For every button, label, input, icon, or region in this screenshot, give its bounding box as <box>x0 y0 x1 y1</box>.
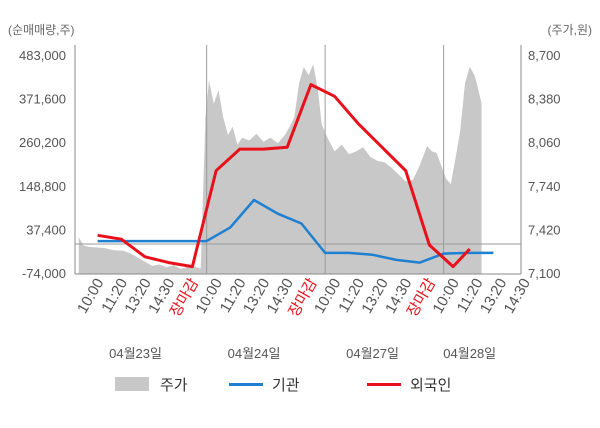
left-tick-label: 483,000 <box>19 48 66 63</box>
right-tick-label: 7,740 <box>528 179 561 194</box>
left-tick-label: 37,400 <box>26 222 66 237</box>
date-label: 04월27일 <box>346 346 399 361</box>
legend-swatch-institution <box>229 383 263 386</box>
flow-series-layer <box>97 83 494 269</box>
day-separators <box>206 45 445 274</box>
left-tick-label: -74,000 <box>22 266 66 281</box>
legend-swatch-price <box>115 377 149 391</box>
plot-frame <box>74 45 522 275</box>
right-tick-label: 8,700 <box>528 48 561 63</box>
left-tick-label: 148,800 <box>19 179 66 194</box>
legend: 주가 기관 외국인 <box>115 377 451 394</box>
date-label: 04월24일 <box>228 346 281 361</box>
date-label: 04월28일 <box>443 346 496 361</box>
left-axis-unit: (순매매량,주) <box>8 23 75 37</box>
left-tick-label: 371,600 <box>19 92 66 107</box>
legend-label: 외국인 <box>410 377 451 394</box>
left-tick-label: 260,200 <box>19 135 66 150</box>
right-tick-label: 8,380 <box>528 92 561 107</box>
right-tick-label: 7,100 <box>528 266 561 281</box>
legend-label: 기관 <box>272 377 300 394</box>
legend-label: 주가 <box>160 377 188 394</box>
x-axis-labels: 10:0011:2013:2014:30장마감10:0011:2013:2014… <box>74 275 534 361</box>
right-tick-label: 7,420 <box>528 222 561 237</box>
legend-swatch-foreign <box>367 383 401 386</box>
right-tick-label: 8,060 <box>528 135 561 150</box>
axis-labels: (순매매량,주) (주가,원) 483,000 371,600 260,200 148… <box>8 23 592 281</box>
price-area-layer <box>78 64 482 274</box>
foreign-line <box>97 83 471 269</box>
institution-line <box>97 198 494 264</box>
date-label: 04월23일 <box>109 346 162 361</box>
right-axis-unit: (주가,원) <box>548 23 592 37</box>
price-area <box>78 64 482 274</box>
